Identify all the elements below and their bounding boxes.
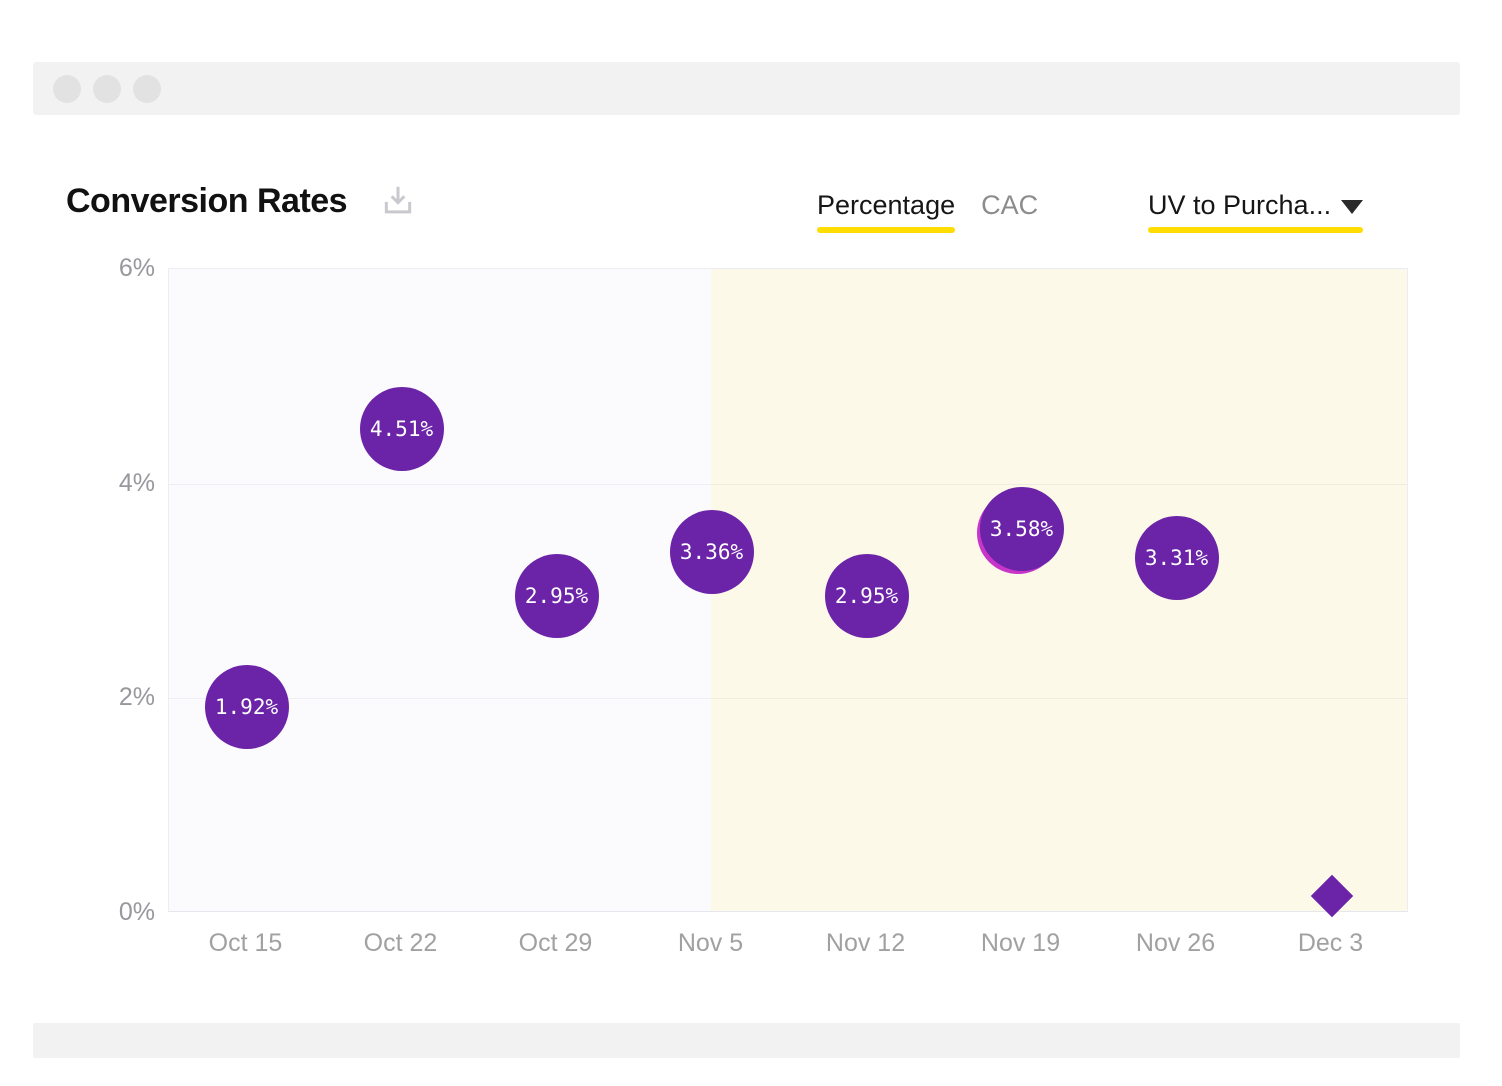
metric-dropdown[interactable]: UV to Purcha... (1148, 188, 1364, 233)
data-point-bubble[interactable]: 2.95% (824, 554, 909, 639)
y-axis-tick: 0% (118, 898, 155, 926)
x-axis-tick: Nov 26 (1135, 929, 1216, 957)
browser-chrome-bar (33, 62, 1460, 115)
tab-percentage[interactable]: Percentage (817, 188, 956, 233)
x-axis-tick: Oct 22 (363, 929, 438, 957)
metric-tabs: Percentage CAC (817, 188, 1038, 233)
bottom-chrome-bar (33, 1023, 1460, 1058)
data-point-bubble[interactable]: 3.31% (1134, 515, 1219, 600)
download-icon (384, 186, 412, 213)
x-axis-tick: Dec 3 (1297, 929, 1364, 957)
x-axis-tick: Nov 5 (677, 929, 744, 957)
y-axis-tick: 6% (118, 254, 155, 282)
data-point-bubble[interactable]: 2.95% (514, 554, 599, 639)
y-axis-tick: 4% (118, 468, 155, 497)
caret-down-icon (1341, 200, 1364, 214)
highlight-region (710, 269, 1407, 911)
page-title: Conversion Rates (66, 182, 348, 220)
x-axis-tick: Oct 29 (518, 929, 593, 957)
plot-area: 1.92% 4.51% 2.95% 3.36% 2.95% 3.58% 3.31% (168, 268, 1408, 918)
x-axis-tick: Nov 19 (980, 929, 1061, 957)
data-point-bubble[interactable]: 4.51% (359, 386, 444, 471)
x-axis-tick: Oct 15 (208, 929, 283, 957)
window-dot (93, 74, 121, 103)
dropdown-underline (1148, 227, 1364, 233)
y-axis-tick: 2% (118, 683, 155, 712)
gridline (169, 698, 1407, 700)
gridline (169, 483, 1407, 485)
data-point-bubble[interactable]: 1.92% (204, 664, 289, 749)
window-dot (53, 74, 81, 103)
data-point-bubble[interactable]: 3.58% (979, 486, 1064, 571)
active-tab-underline (817, 227, 956, 233)
window-dot (133, 74, 161, 103)
tab-cac-label: CAC (981, 190, 1039, 220)
tab-percentage-label: Percentage (817, 190, 956, 220)
data-point-bubble[interactable]: 3.36% (669, 510, 754, 595)
tab-cac[interactable]: CAC (981, 188, 1038, 233)
x-axis-tick: Nov 12 (825, 929, 906, 957)
download-button[interactable] (376, 180, 420, 224)
dropdown-selected-value: UV to Purcha... (1148, 190, 1332, 220)
